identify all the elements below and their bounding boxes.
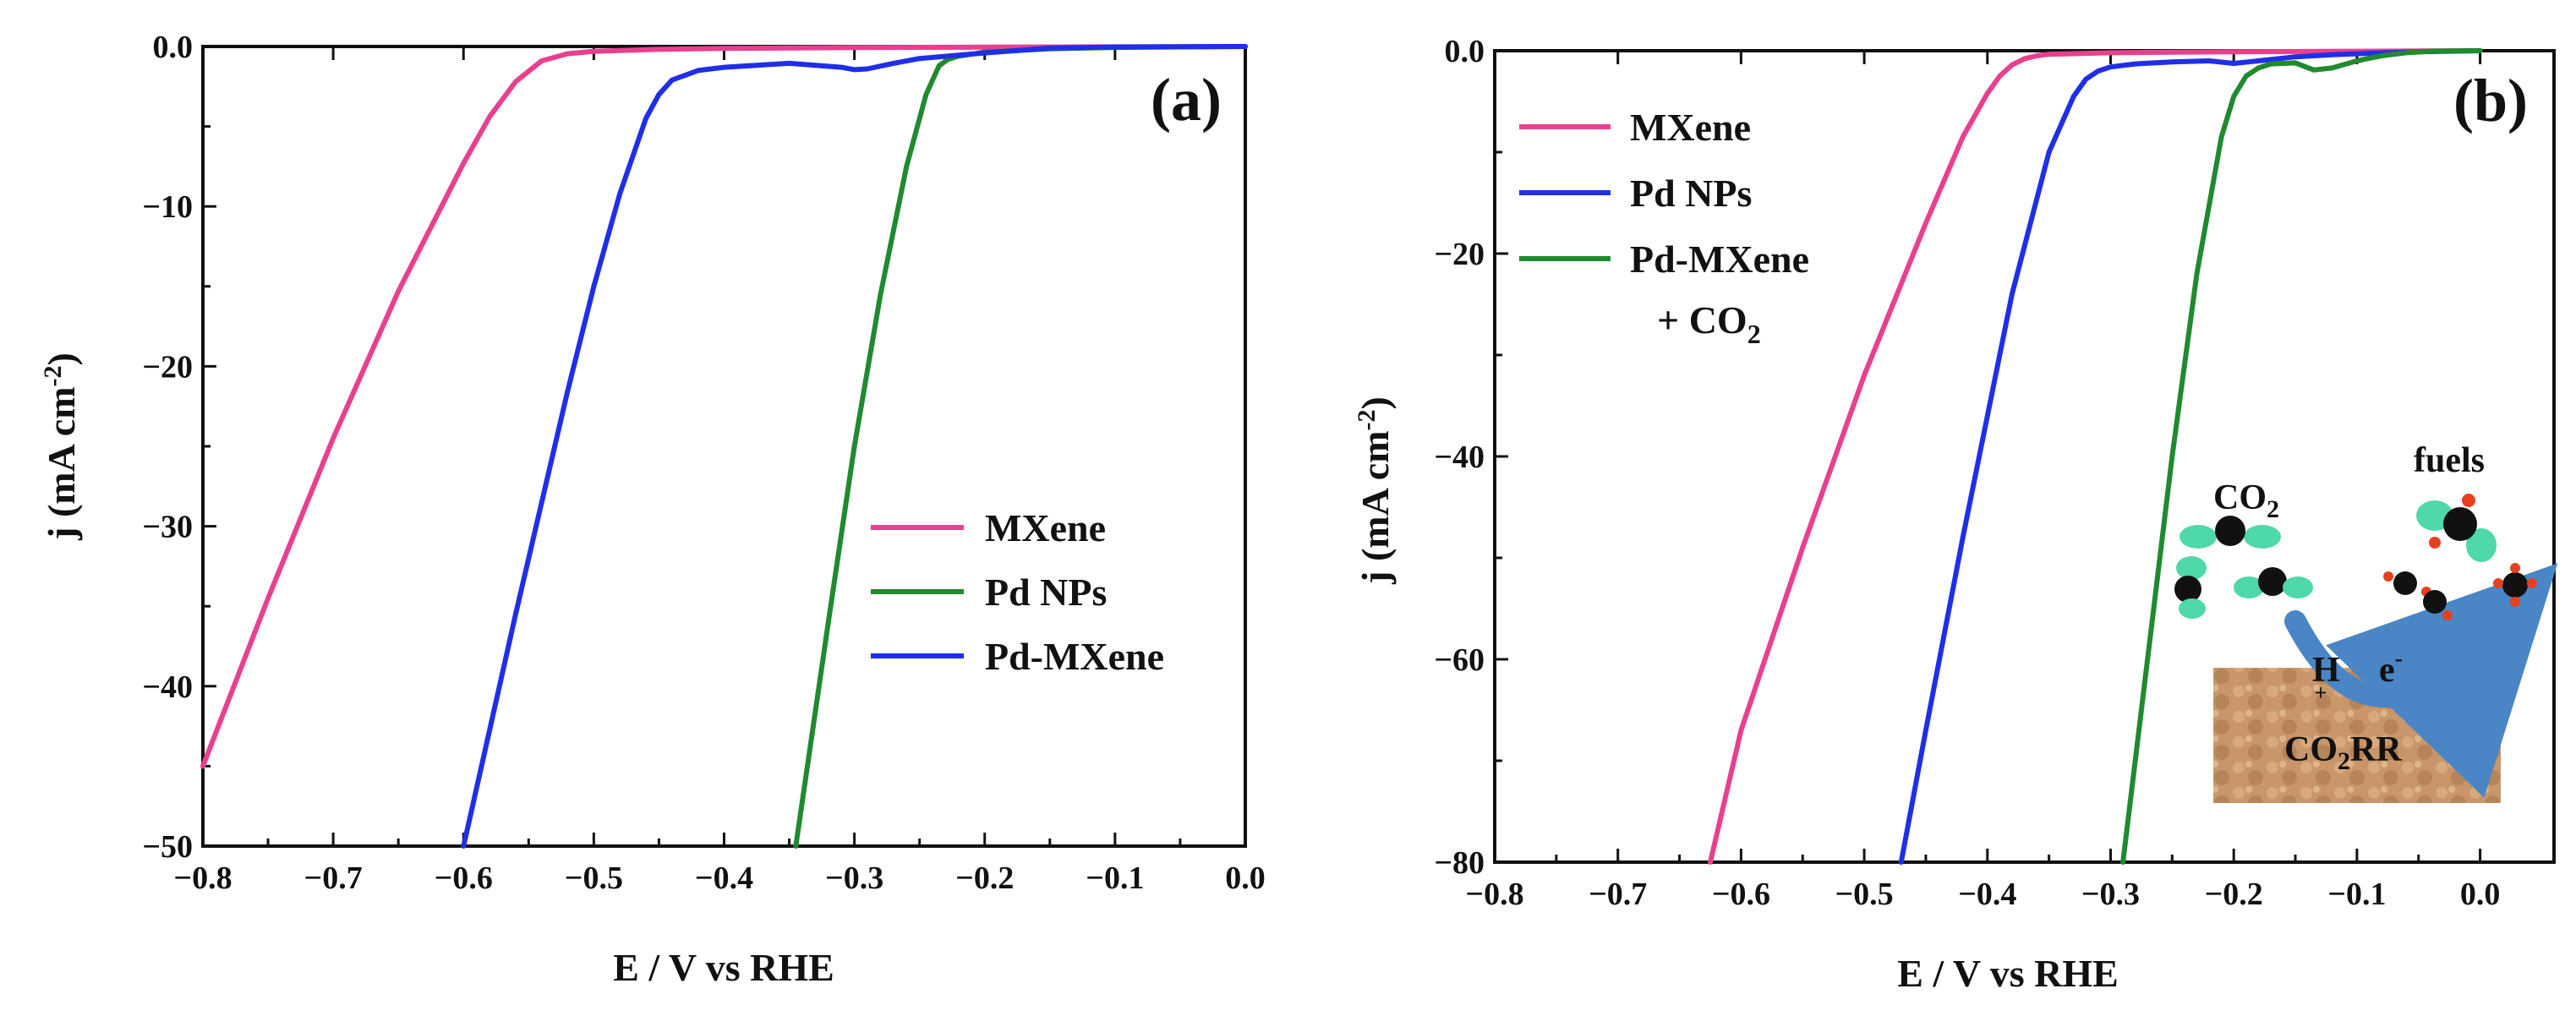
panel-b-legend-mxene-label: MXene bbox=[1630, 106, 1751, 149]
panel-b-x-tick-label: −0.7 bbox=[1589, 877, 1647, 912]
panel-b-curve-pd-mxene bbox=[2120, 48, 2483, 865]
panel-a-legend-pd-nps-label: Pd NPs bbox=[985, 571, 1107, 614]
inset-co2-label: CO2 bbox=[2213, 478, 2279, 523]
panel-a-curve-pd-mxene bbox=[461, 44, 1248, 849]
co2-molecule-left bbox=[2174, 556, 2207, 619]
panel-a-y-axis-title: j (mA cm-2) bbox=[39, 352, 83, 541]
panel-a-plot-frame bbox=[201, 45, 1247, 848]
inset-electron-sup: - bbox=[2395, 646, 2403, 672]
panel-a-y-tick-label: −50 bbox=[142, 829, 193, 865]
panel-a-y-axis-title-main: j (mA cm bbox=[40, 386, 83, 540]
inset-co2-sub: 2 bbox=[2267, 495, 2279, 523]
panel-a-curves bbox=[200, 44, 1248, 849]
inset-reaction-suffix: RR bbox=[2350, 730, 2402, 769]
panel-b-curve-mxene bbox=[1708, 48, 2483, 865]
panel-a-x-tick-label: −0.1 bbox=[1086, 860, 1144, 896]
panel-a-y-tick-label: −40 bbox=[142, 669, 193, 705]
panel-a-x-tick-label: 0.0 bbox=[1225, 860, 1266, 896]
co2-molecule-right bbox=[2234, 567, 2313, 598]
panel-b-y-tick-label: −80 bbox=[1434, 845, 1485, 881]
panel-a-x-tick-label: −0.8 bbox=[173, 860, 232, 896]
panel-a-x-tick-label: −0.3 bbox=[825, 860, 883, 896]
panel-b-x-tick-label: −0.3 bbox=[2081, 877, 2140, 912]
inset-electron-label: e- bbox=[2379, 646, 2403, 690]
panel-a-x-tick-label: −0.7 bbox=[304, 860, 363, 896]
panel-b-x-tick-label: −0.1 bbox=[2327, 877, 2386, 912]
panel-b-tag: (b) bbox=[2453, 67, 2528, 134]
inset-proton-sup: + bbox=[2315, 680, 2327, 705]
panel-b-x-tick-label: −0.6 bbox=[1712, 877, 1770, 912]
inset-reaction-label: CO2RR bbox=[2284, 730, 2402, 775]
panel-a-x-tick-label: −0.2 bbox=[955, 860, 1014, 896]
panel-a-y-axis-title-sup: -2 bbox=[39, 365, 67, 386]
inset-proton-main: H bbox=[2312, 651, 2340, 690]
panel-a-legend: MXene Pd NPs Pd-MXene bbox=[871, 506, 1164, 678]
panel-a-y-axis-title-close: ) bbox=[40, 352, 83, 365]
panel-a-x-tick-label: −0.6 bbox=[435, 860, 493, 896]
panel-b-y-tick-label: −40 bbox=[1434, 440, 1485, 475]
panel-b-y-axis-title-main: j (mA cm bbox=[1354, 430, 1397, 584]
panel-b-legend: MXene Pd NPs Pd-MXene + CO2 bbox=[1519, 106, 1809, 349]
inset-reaction-main: CO bbox=[2284, 730, 2338, 769]
panel-b-y-axis-title-close: ) bbox=[1354, 396, 1397, 409]
panel-b-x-tick-label: −0.2 bbox=[2205, 877, 2263, 912]
co2-molecule-top bbox=[2179, 516, 2281, 549]
inset-reaction-sub: 2 bbox=[2338, 747, 2350, 775]
panel-a-legend-mxene-label: MXene bbox=[985, 506, 1106, 549]
panel-a-y-tick-label: −30 bbox=[142, 510, 193, 545]
panel-b-y-tick-label: −20 bbox=[1434, 237, 1485, 272]
fuel-molecule-top bbox=[2416, 494, 2497, 562]
panel-b-legend-co2-note-sub: 2 bbox=[1747, 319, 1761, 349]
panel-b-x-tick-label: −0.8 bbox=[1465, 877, 1523, 912]
panel-b-x-tick-label: 0.0 bbox=[2460, 877, 2501, 912]
panel-a-ticks: −0.8 −0.7 −0.6 −0.5 −0.4 −0.3 −0.2 −0.1 0.0 0.0 −1… bbox=[142, 30, 1265, 896]
panel-a-x-axis-title: E / V vs RHE bbox=[613, 946, 834, 989]
inset-electron-main: e bbox=[2379, 651, 2395, 690]
reaction-arrow bbox=[2284, 563, 2558, 798]
panel-b-curves bbox=[1708, 48, 2483, 865]
panel-b-y-axis-title: j (mA cm-2) bbox=[1353, 396, 1397, 585]
panel-b-ticks: −0.8 −0.7 −0.6 −0.5 −0.4 −0.3 −0.2 −0.1 0.0 0.0 −2… bbox=[1434, 34, 2500, 912]
panel-b-legend-co2-note-main: + CO bbox=[1657, 298, 1747, 341]
inset-co2-main: CO bbox=[2213, 478, 2267, 517]
panel-b-curve-pd-nps bbox=[1898, 48, 2483, 865]
panel-a-legend-pd-mxene-label: Pd-MXene bbox=[985, 635, 1164, 678]
panel-b-legend-pd-nps-label: Pd NPs bbox=[1630, 172, 1752, 215]
inset-proton-label: H + bbox=[2312, 651, 2340, 705]
panel-a-curve-mxene bbox=[200, 44, 1248, 769]
panel-a-y-tick-label: 0.0 bbox=[153, 30, 194, 65]
panel-b-x-axis-title: E / V vs RHE bbox=[1897, 952, 2119, 995]
fuel-molecule-left bbox=[2383, 571, 2453, 620]
panel-b-x-tick-label: −0.4 bbox=[1958, 877, 2016, 912]
panel-a-tag: (a) bbox=[1151, 66, 1222, 134]
panel-b-chart: −0.8 −0.7 −0.6 −0.5 −0.4 −0.3 −0.2 −0.1 0.0 0.0 −2… bbox=[1353, 34, 2558, 995]
panel-b-x-tick-label: −0.5 bbox=[1835, 877, 1894, 912]
co2rr-inset-illustration: CO2 fuels bbox=[2174, 441, 2558, 803]
panel-b-legend-pd-mxene-label: Pd-MXene bbox=[1630, 238, 1809, 281]
panel-a-chart: −0.8 −0.7 −0.6 −0.5 −0.4 −0.3 −0.2 −0.1 0.0 0.0 −1… bbox=[39, 30, 1266, 989]
panel-a-x-tick-label: −0.4 bbox=[695, 860, 753, 896]
panel-a-y-tick-label: −20 bbox=[142, 349, 193, 385]
fuel-molecule-right bbox=[2493, 563, 2537, 607]
panel-a-x-tick-label: −0.5 bbox=[565, 860, 623, 896]
inset-fuels-label: fuels bbox=[2414, 441, 2485, 480]
panel-a-y-tick-label: −10 bbox=[142, 189, 193, 225]
panel-b-legend-co2-note: + CO2 bbox=[1657, 298, 1761, 349]
panel-b-y-tick-label: 0.0 bbox=[1445, 34, 1485, 69]
panel-b-y-axis-title-sup: -2 bbox=[1353, 409, 1381, 430]
panel-a-curve-pd-nps bbox=[793, 44, 1248, 849]
panel-b-y-tick-label: −60 bbox=[1434, 642, 1485, 678]
